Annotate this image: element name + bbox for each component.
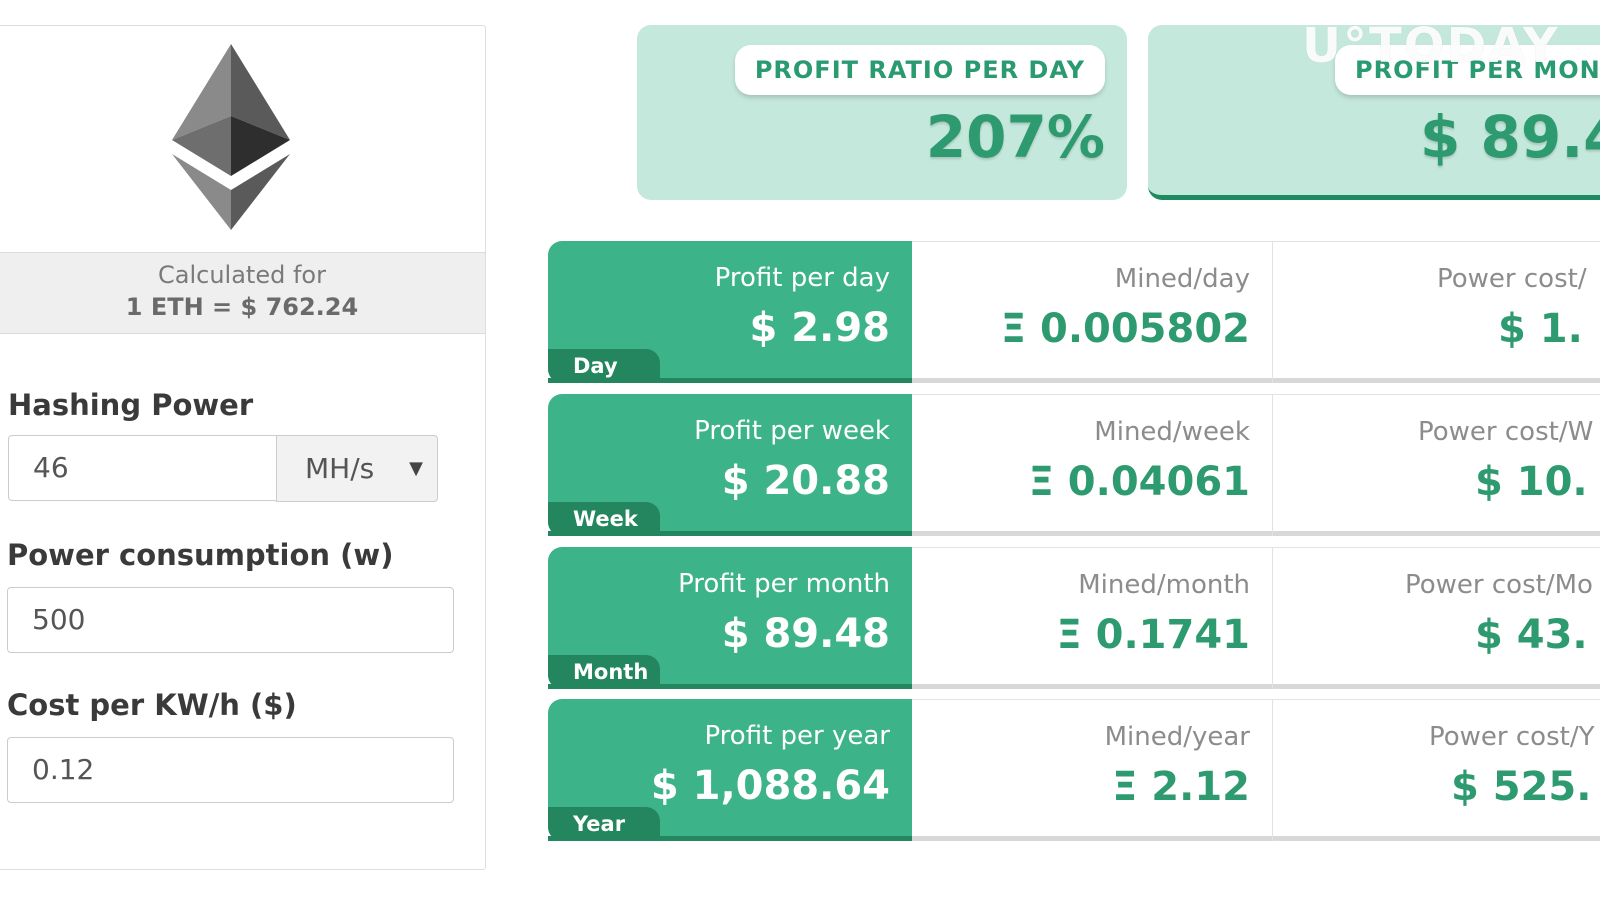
power-cost-cell-underline: [1273, 684, 1600, 689]
mined-cell: Mined/year Ξ 2.12: [912, 699, 1273, 841]
calculated-for-label: Calculated for: [158, 261, 326, 289]
power-cost-value: $ 1.: [1498, 306, 1583, 352]
profit-per-month-card: PROFIT PER MONT $ 89.4: [1148, 25, 1600, 200]
profit-cell: Profit per week $ 20.88 Week: [548, 394, 912, 536]
table-row: Profit per day $ 2.98 Day Mined/day Ξ 0.…: [548, 241, 1600, 383]
period-tag: Year: [548, 807, 660, 841]
mined-label: Mined/year: [1104, 722, 1250, 752]
exchange-rate: 1 ETH = $ 762.24: [125, 293, 359, 321]
profit-label: Profit per week: [694, 416, 890, 446]
profit-per-month-label: PROFIT PER MONT: [1335, 45, 1600, 95]
power-consumption-input[interactable]: 500: [7, 587, 454, 653]
power-cost-label: Power cost/Mo: [1405, 570, 1593, 600]
hashing-unit-value: MH/s: [305, 452, 375, 485]
table-row: Profit per year $ 1,088.64 Year Mined/ye…: [548, 699, 1600, 841]
profit-ratio-value: 207%: [925, 103, 1105, 171]
power-cost-value: $ 43.: [1475, 612, 1588, 658]
mined-cell: Mined/month Ξ 0.1741: [912, 547, 1273, 689]
mined-value: Ξ 0.1741: [1056, 612, 1250, 658]
mined-cell-underline: [912, 378, 1272, 383]
mined-cell: Mined/week Ξ 0.04061: [912, 394, 1273, 536]
mined-cell-underline: [912, 684, 1272, 689]
ethereum-logo-icon: [172, 44, 290, 230]
watermark-logo: U°TODAY: [1302, 18, 1560, 74]
profit-value: $ 89.48: [721, 611, 890, 657]
mined-value: Ξ 0.005802: [1000, 306, 1250, 352]
power-cost-cell-underline: [1273, 531, 1600, 536]
power-cost-value: $ 10.: [1475, 459, 1588, 505]
mined-value: Ξ 0.04061: [1028, 459, 1250, 505]
period-tag: Month: [548, 655, 660, 689]
table-row: Profit per month $ 89.48 Month Mined/mon…: [548, 547, 1600, 689]
profit-cell-underline: [548, 684, 912, 689]
calculated-for-box: Calculated for 1 ETH = $ 762.24: [0, 252, 485, 334]
profit-label: Profit per month: [678, 569, 890, 599]
hashing-unit-select[interactable]: MH/s ▼: [276, 435, 438, 502]
power-cost-label: Power cost/Y: [1429, 722, 1595, 752]
profit-cell-underline: [548, 836, 912, 841]
mined-value: Ξ 2.12: [1112, 764, 1250, 810]
profit-label: Profit per day: [714, 263, 890, 293]
profit-cell-underline: [548, 531, 912, 536]
period-tag: Day: [548, 349, 660, 383]
cost-per-kwh-input[interactable]: 0.12: [7, 737, 454, 803]
power-cost-cell-underline: [1273, 836, 1600, 841]
mined-cell-underline: [912, 531, 1272, 536]
profit-label: Profit per year: [704, 721, 890, 751]
coin-logo-area: [0, 26, 485, 252]
profit-cell: Profit per year $ 1,088.64 Year: [548, 699, 912, 841]
profit-value: $ 2.98: [749, 305, 890, 351]
hashing-power-label: Hashing Power: [8, 388, 254, 422]
mined-label: Mined/month: [1078, 570, 1250, 600]
power-cost-cell: Power cost/Mo $ 43.: [1273, 547, 1600, 689]
power-cost-value: $ 525.: [1451, 764, 1592, 810]
chevron-down-icon: ▼: [409, 458, 423, 479]
power-consumption-label: Power consumption (w): [7, 538, 394, 572]
mined-label: Mined/week: [1094, 417, 1250, 447]
cost-per-kwh-label: Cost per KW/h ($): [7, 688, 297, 722]
power-cost-label: Power cost/W: [1418, 417, 1594, 447]
profit-per-month-value: $ 89.4: [1420, 103, 1600, 171]
profit-cell-underline: [548, 378, 912, 383]
power-cost-label: Power cost/: [1437, 264, 1587, 294]
mined-cell-underline: [912, 836, 1272, 841]
profit-cell: Profit per month $ 89.48 Month: [548, 547, 912, 689]
power-cost-cell: Power cost/Y $ 525.: [1273, 699, 1600, 841]
profit-value: $ 1,088.64: [650, 763, 890, 809]
profit-ratio-label: PROFIT RATIO PER DAY: [734, 45, 1105, 95]
mined-cell: Mined/day Ξ 0.005802: [912, 241, 1273, 383]
hashing-power-input[interactable]: 46: [8, 435, 277, 501]
power-cost-cell-underline: [1273, 378, 1600, 383]
mined-label: Mined/day: [1114, 264, 1250, 294]
table-row: Profit per week $ 20.88 Week Mined/week …: [548, 394, 1600, 536]
profit-ratio-card: PROFIT RATIO PER DAY 207%: [637, 25, 1127, 200]
profit-cell: Profit per day $ 2.98 Day: [548, 241, 912, 383]
power-cost-cell: Power cost/W $ 10.: [1273, 394, 1600, 536]
period-tag: Week: [548, 502, 660, 536]
profit-value: $ 20.88: [721, 458, 890, 504]
power-cost-cell: Power cost/ $ 1.: [1273, 241, 1600, 383]
